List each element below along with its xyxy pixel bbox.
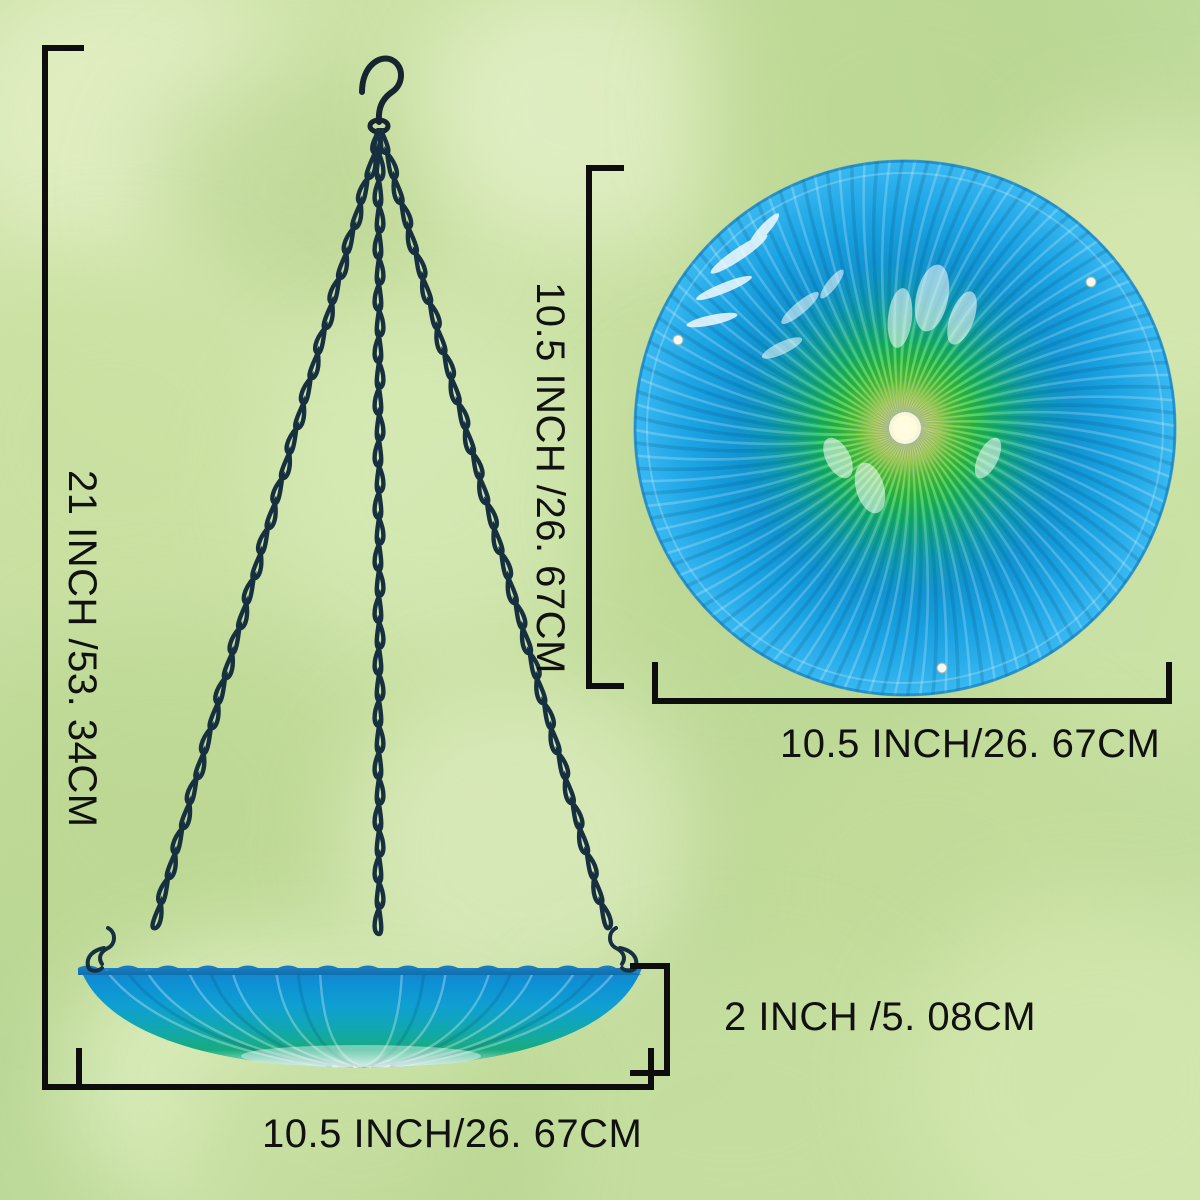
glass-bowl-side-view [76, 952, 646, 1072]
dimension-label-bowl-depth: 2 INCH /5. 08CM [724, 995, 1037, 1039]
dimension-label-plate-width: 10.5 INCH/26. 67CM [780, 722, 1161, 766]
dimension-label-height-21in: 21 INCH /53. 34CM [60, 470, 104, 828]
chain-center [358, 120, 400, 958]
bowl-hook-left [78, 924, 128, 974]
chain-right [372, 120, 652, 958]
dimension-label-plate-height: 10.5 INCH /26. 67CM [528, 282, 572, 674]
chain-left [110, 121, 390, 958]
glass-plate-top-view [632, 158, 1178, 698]
dimension-label-bowl-width: 10.5 INCH/26. 67CM [262, 1112, 643, 1156]
